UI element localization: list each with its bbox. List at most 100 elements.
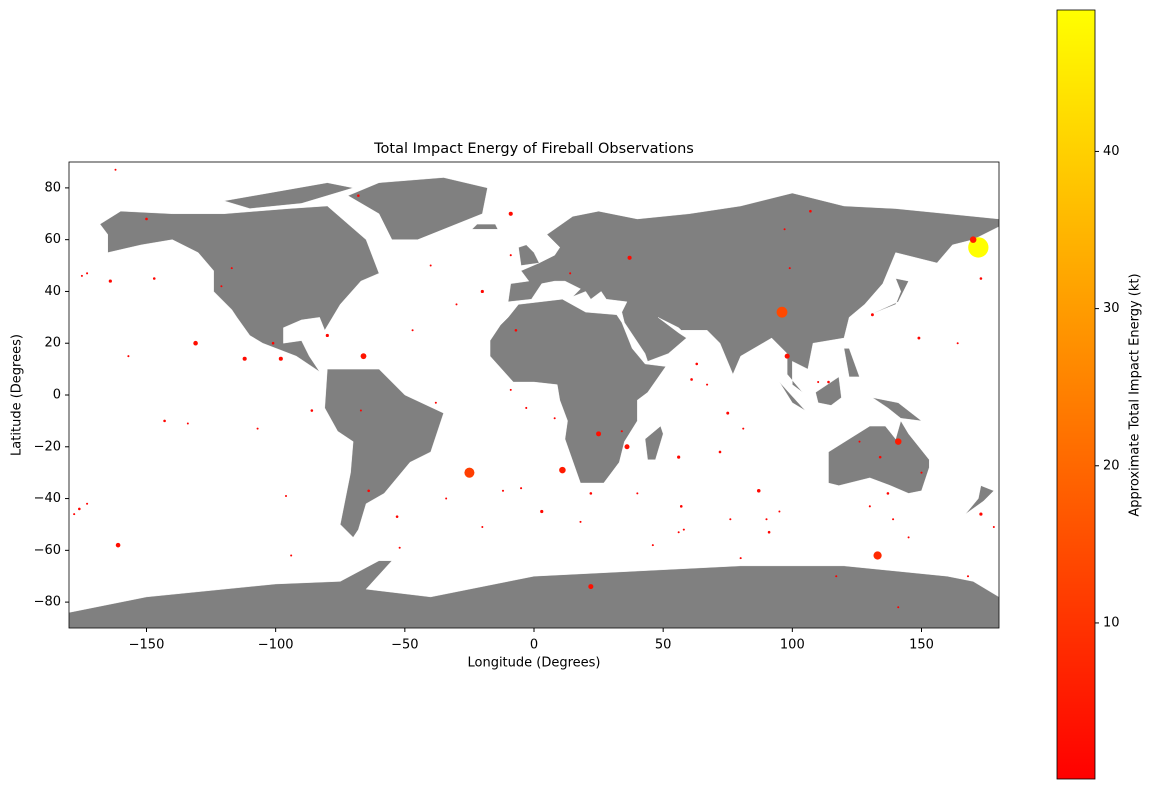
fireball-point [569, 272, 572, 275]
fireball-point [115, 542, 121, 548]
fireball-point [284, 494, 288, 497]
fireball-point [765, 518, 768, 521]
x-tick-label: −150 [129, 638, 165, 653]
fireball-point [682, 528, 685, 531]
fireball-point [651, 544, 654, 547]
colorbar [1056, 9, 1096, 780]
fireball-point [242, 356, 247, 361]
fireball-point [706, 383, 709, 386]
chart-title: Total Impact Energy of Fireball Observat… [373, 141, 694, 157]
fireball-point [186, 422, 189, 425]
fireball-point [677, 531, 680, 534]
y-tick-label: 40 [44, 284, 61, 299]
fireball-point [152, 277, 156, 280]
fireball-point [108, 279, 112, 283]
x-axis-label: Longitude (Degrees) [467, 656, 600, 671]
y-tick-label: 60 [44, 232, 61, 247]
fireball-point [114, 168, 117, 171]
fireball-point [742, 427, 745, 430]
fireball-point [271, 341, 275, 345]
fireball-point [979, 512, 983, 516]
fireball-point [726, 411, 730, 415]
x-tick-label: 100 [780, 638, 805, 653]
fireball-point [729, 518, 732, 521]
fireball-point [360, 353, 367, 360]
fireball-point [579, 520, 582, 523]
fireball-point [835, 575, 838, 578]
fireball-point [636, 492, 639, 495]
fireball-point [620, 430, 623, 433]
fireball-point [411, 329, 414, 332]
fireball-point [163, 419, 166, 423]
fireball-point [86, 272, 89, 275]
fireball-point [398, 546, 401, 549]
fireball-point [514, 328, 518, 332]
fireball-point [310, 409, 314, 412]
colorbar-tick-label: 20 [1103, 458, 1120, 473]
fireball-point [501, 489, 505, 492]
fireball-point [596, 431, 602, 437]
fireball-point [434, 401, 437, 404]
map [69, 177, 999, 628]
x-tick-label: 150 [909, 638, 934, 653]
colorbar-tick-label: 30 [1103, 301, 1120, 316]
fireball-point [784, 353, 790, 359]
fireball-point [588, 584, 594, 590]
fireball-point [718, 450, 722, 454]
fireball-point [695, 362, 699, 366]
y-tick-label: −40 [34, 491, 61, 506]
y-tick-label: −20 [34, 439, 61, 454]
fireball-point [690, 378, 693, 381]
fireball-point [80, 274, 83, 277]
fireball-point [817, 381, 820, 384]
fireball-point [979, 277, 983, 280]
fireball-point [809, 209, 812, 213]
fireball-point [325, 333, 329, 338]
fireball-point [956, 342, 959, 345]
fireball-point [886, 492, 890, 495]
fireball-point [509, 254, 512, 257]
fireball-point [624, 444, 630, 450]
fireball-point [509, 388, 512, 391]
fireball-point [677, 455, 681, 459]
y-tick-label: 80 [44, 180, 61, 195]
fireball-point [788, 267, 791, 270]
colorbar-tick-label: 40 [1103, 144, 1120, 159]
y-tick-label: 20 [44, 336, 61, 351]
colorbar-tick-label: 10 [1103, 615, 1120, 630]
colorbar-label: Approximate Total Impact Energy (kt) [1128, 273, 1143, 516]
fireball-point [870, 313, 874, 317]
x-tick-label: 50 [655, 638, 672, 653]
y-tick-label: −60 [34, 543, 61, 558]
fireball-point [78, 507, 81, 511]
fireball-point [464, 467, 475, 478]
land [69, 177, 999, 628]
fireball-point [966, 575, 970, 578]
fireball-point [897, 606, 900, 609]
fireball-point [553, 417, 556, 420]
fireball-point [969, 236, 977, 243]
fireball-point [589, 492, 593, 495]
fireball-point [858, 440, 861, 443]
fireball-point [520, 487, 523, 490]
y-tick-label: 0 [53, 388, 61, 403]
fireball-point [73, 513, 76, 516]
fireball-point [481, 526, 484, 529]
fireball-point [776, 306, 788, 318]
fireball-point [230, 267, 233, 270]
fireball-point [756, 489, 761, 493]
fireball-point [878, 455, 882, 459]
fireball-point [525, 406, 528, 409]
fireball-point [395, 515, 399, 518]
fireball-point [895, 438, 902, 445]
fireball-point [445, 497, 448, 500]
x-tick-label: −50 [391, 638, 418, 653]
fireball-point [679, 505, 683, 508]
fireball-point [868, 505, 871, 508]
fireball-point [359, 409, 362, 412]
fireball-point [256, 427, 259, 430]
fireball-point [145, 217, 148, 221]
y-tick-label: −80 [34, 595, 61, 610]
fireball-point [290, 554, 293, 557]
